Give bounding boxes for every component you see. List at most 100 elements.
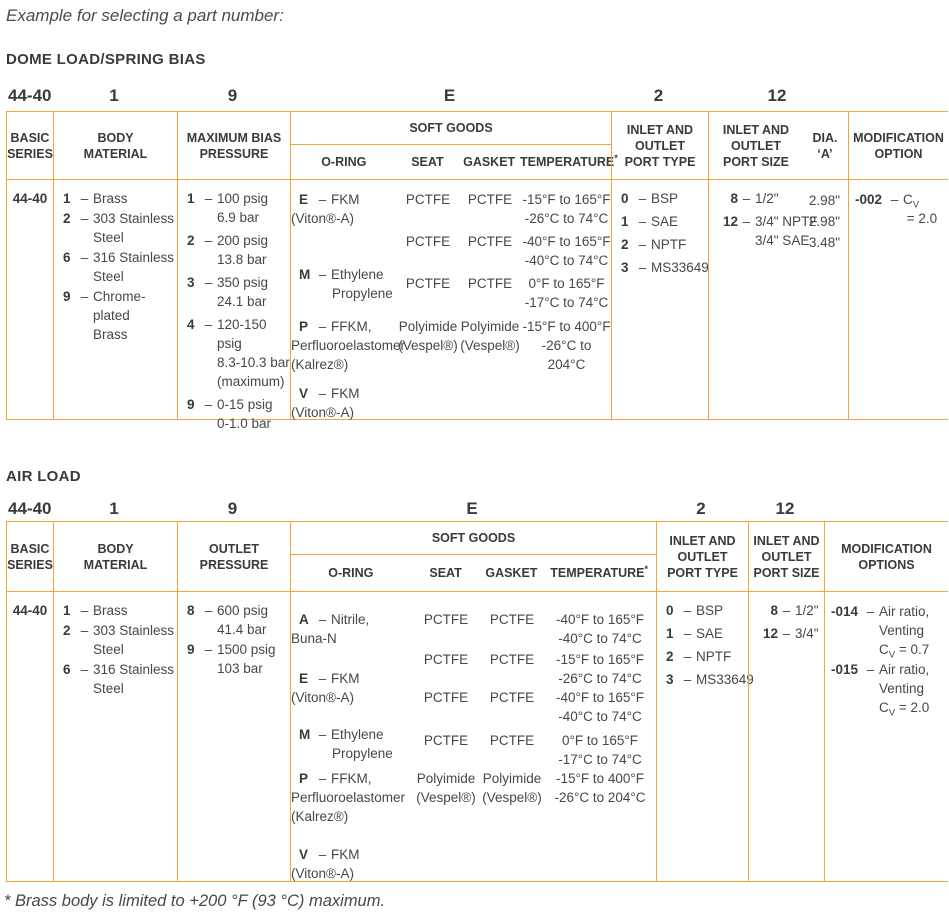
option-code: 3 [621, 260, 629, 275]
option-code: M [299, 727, 311, 742]
list-item: -014– Air ratio, Venting CV = 0.7 [831, 602, 948, 661]
list-item: 1–100 psig 6.9 bar [187, 189, 290, 227]
oring-entry: E – FKM (Viton®-A) [291, 190, 397, 228]
option-code: V [299, 847, 309, 862]
option-code: 1 [187, 191, 195, 206]
part-code-port-size: 12 [767, 86, 787, 105]
list-item: 8–1/2" [718, 189, 848, 208]
option-text: Buna-N [291, 631, 337, 646]
cell-port-size: 8–1/2" 12–3/4" NPTF 3/4" SAE 2.98" 2.98"… [708, 180, 848, 419]
option-code: 8 [770, 603, 778, 618]
option-code: -015 [831, 662, 859, 677]
list-item: 2– NPTF [621, 235, 708, 254]
list-item: 12–3/4" NPTF 3/4" SAE [718, 212, 848, 250]
list-item: 1– SAE [621, 212, 708, 231]
gasket-column: PCTFE PCTFE PCTFE Polyimide (Vespel®) [459, 180, 521, 419]
cell-max-bias-pressure: 1–100 psig 6.9 bar 2–200 psig 13.8 bar 3… [177, 180, 290, 431]
option-text: Ethylene [331, 727, 384, 742]
temperature-value: -40°F to 165°F -40°C to 74°C [555, 612, 645, 646]
list-item: -015– Air ratio, Venting CV = 2.0 [831, 660, 948, 718]
col-header-temperature: TEMPERATURE* [550, 564, 649, 581]
col-header-soft-goods: SOFT GOODS O-RING SEAT GASKET TEMPERATUR… [290, 112, 618, 180]
option-text: Ethylene [331, 267, 384, 282]
dash: – [318, 612, 327, 627]
cv-value: 0.7 [910, 642, 930, 657]
dash: – [204, 603, 213, 618]
dash: – [638, 214, 647, 229]
seat-value: PCTFE [405, 276, 451, 291]
part-code-material: 1 [109, 499, 119, 518]
option-text: SAE [696, 626, 724, 641]
cv-line: CV = 0.7 [879, 642, 930, 661]
col-header-soft-goods: SOFT GOODS O-RING SEAT GASKET TEMPERATUR… [290, 522, 656, 592]
option-text: Brass [93, 603, 128, 618]
col-header-body-material: BODY MATERIAL [53, 522, 177, 592]
option-code: P [299, 319, 309, 334]
option-text: BSP [696, 603, 724, 618]
dash: – [318, 267, 327, 282]
part-code-pressure: 9 [227, 499, 238, 518]
dash: – [638, 191, 647, 206]
option-code: V [299, 386, 309, 401]
soft-goods-label: SOFT GOODS [291, 522, 656, 555]
option-text: (Viton®-A) [291, 690, 354, 705]
seat-value: Polyimide (Vespel®) [416, 771, 476, 805]
dash: – [318, 671, 327, 686]
dash: – [638, 237, 647, 252]
cell-basic-series: 44-40 [12, 603, 48, 618]
option-text: 350 psig 24.1 bar [217, 275, 269, 309]
part-code-port-type: 2 [653, 86, 664, 105]
col-header-port-type: INLET AND OUTLET PORT TYPE [611, 112, 708, 180]
option-code: 2 [63, 623, 71, 638]
dash: – [204, 191, 213, 206]
list-item: 3– MS33649 [621, 258, 709, 277]
part-code-material: 1 [109, 86, 119, 105]
section-heading-air: AIR LOAD [6, 468, 81, 485]
option-code: 3 [666, 672, 674, 687]
gasket-value: PCTFE [467, 276, 513, 291]
col-header-modification-option: MODIFICATION OPTION [848, 112, 948, 180]
option-code: 6 [63, 250, 71, 265]
cv-value: 2.0 [910, 700, 930, 715]
dash: – [318, 847, 327, 862]
option-text: MS33649 [696, 672, 754, 687]
dash: – [204, 317, 213, 332]
option-code: 2 [63, 211, 71, 226]
dash: – [204, 397, 213, 412]
option-text: 100 psig 6.9 bar [217, 191, 269, 225]
option-text: Air ratio, Venting CV = 0.7 [879, 604, 930, 661]
part-code-port-size: 12 [775, 499, 795, 518]
option-code: -002 [855, 192, 883, 207]
part-code-port-type: 2 [696, 499, 706, 518]
list-item: 3– MS33649 [666, 670, 754, 689]
col-header-max-bias-pressure: MAXIMUM BIAS PRESSURE [177, 112, 290, 180]
option-code: 2 [621, 237, 629, 252]
option-text: 600 psig 41.4 bar [217, 603, 269, 637]
section-heading-dome: DOME LOAD/SPRING BIAS [6, 51, 206, 68]
part-code-pressure: 9 [227, 86, 238, 105]
option-text: FFKM, [331, 319, 372, 334]
option-text: FKM [331, 671, 360, 686]
col-header-port-size: INLET AND OUTLET PORT SIZE [748, 522, 824, 592]
table-dome: BASIC SERIES BODY MATERIAL MAXIMUM BIAS … [6, 111, 948, 431]
oring-entry: M – Ethylene Propylene [291, 725, 411, 763]
cv-subscript: V [912, 199, 920, 211]
seat-value: PCTFE [423, 733, 469, 748]
option-code: 12 [722, 214, 738, 229]
cell-port-type: 0– BSP 1– SAE 2– NPTF 3– MS33649 [656, 592, 754, 881]
cell-body-material: 1– Brass 2–303 Stainless Steel 6–316 Stai… [53, 592, 177, 881]
oring-entry: E – FKM (Viton®-A) [291, 669, 411, 707]
dash: – [80, 211, 89, 226]
option-code: E [299, 671, 309, 686]
list-item: 1– Brass [63, 189, 177, 208]
gasket-column: PCTFE PCTFE PCTFE PCTFE Polyimide (Vespe… [481, 592, 543, 881]
dash: – [318, 727, 327, 742]
list-item: 2–303 Stainless Steel [63, 621, 177, 659]
oring-column: A – Nitrile, Buna-N E – FKM (Viton®-A) M – Eth… [291, 592, 411, 881]
option-text: 1/2" [795, 603, 819, 618]
option-text: 120-150 psig 8.3-10.3 bar (maximum) [217, 317, 290, 389]
list-item: 3–350 psig 24.1 bar [187, 273, 290, 311]
dash: – [80, 662, 89, 677]
list-item: 1– Brass [63, 601, 177, 620]
col-header-basic-series: BASIC SERIES [7, 522, 53, 592]
